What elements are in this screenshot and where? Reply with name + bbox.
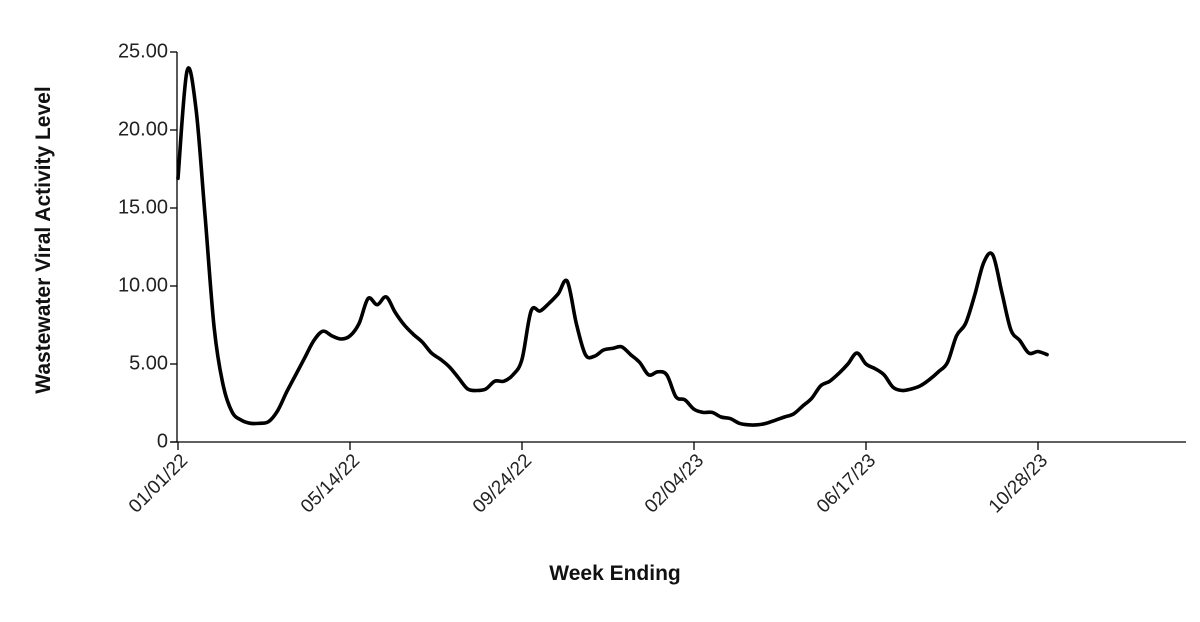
y-tick-label: 0 (157, 430, 168, 452)
x-axis-title: Week Ending (549, 562, 680, 585)
x-tick-label: 01/01/22 (125, 450, 192, 517)
y-ticks: 0 5.00 10.00 15.00 20.00 25.00 (118, 40, 177, 452)
y-axis: 0 5.00 10.00 15.00 20.00 25.00 (118, 40, 178, 452)
x-tick-label: 05/14/22 (297, 450, 364, 517)
series-layer (176, 66, 1049, 427)
x-tick-label: 02/04/23 (641, 450, 708, 517)
y-tick-label: 10.00 (118, 274, 168, 296)
y-tick-label: 20.00 (118, 118, 168, 140)
y-axis-title: Wastewater Viral Activity Level (32, 86, 55, 393)
x-tick-label: 10/28/23 (985, 450, 1052, 517)
x-axis: 01/01/22 05/14/22 09/24/22 02/04/23 06/17/23… (125, 441, 1186, 517)
series-line (176, 66, 1049, 427)
x-tick-label: 06/17/23 (813, 450, 880, 517)
y-tick-label: 15.00 (118, 196, 168, 218)
y-tick-label: 25.00 (118, 40, 168, 62)
x-tick-label: 09/24/22 (469, 450, 536, 517)
x-ticks: 01/01/22 05/14/22 09/24/22 02/04/23 06/17/23… (125, 442, 1052, 517)
y-tick-label: 5.00 (129, 352, 168, 374)
